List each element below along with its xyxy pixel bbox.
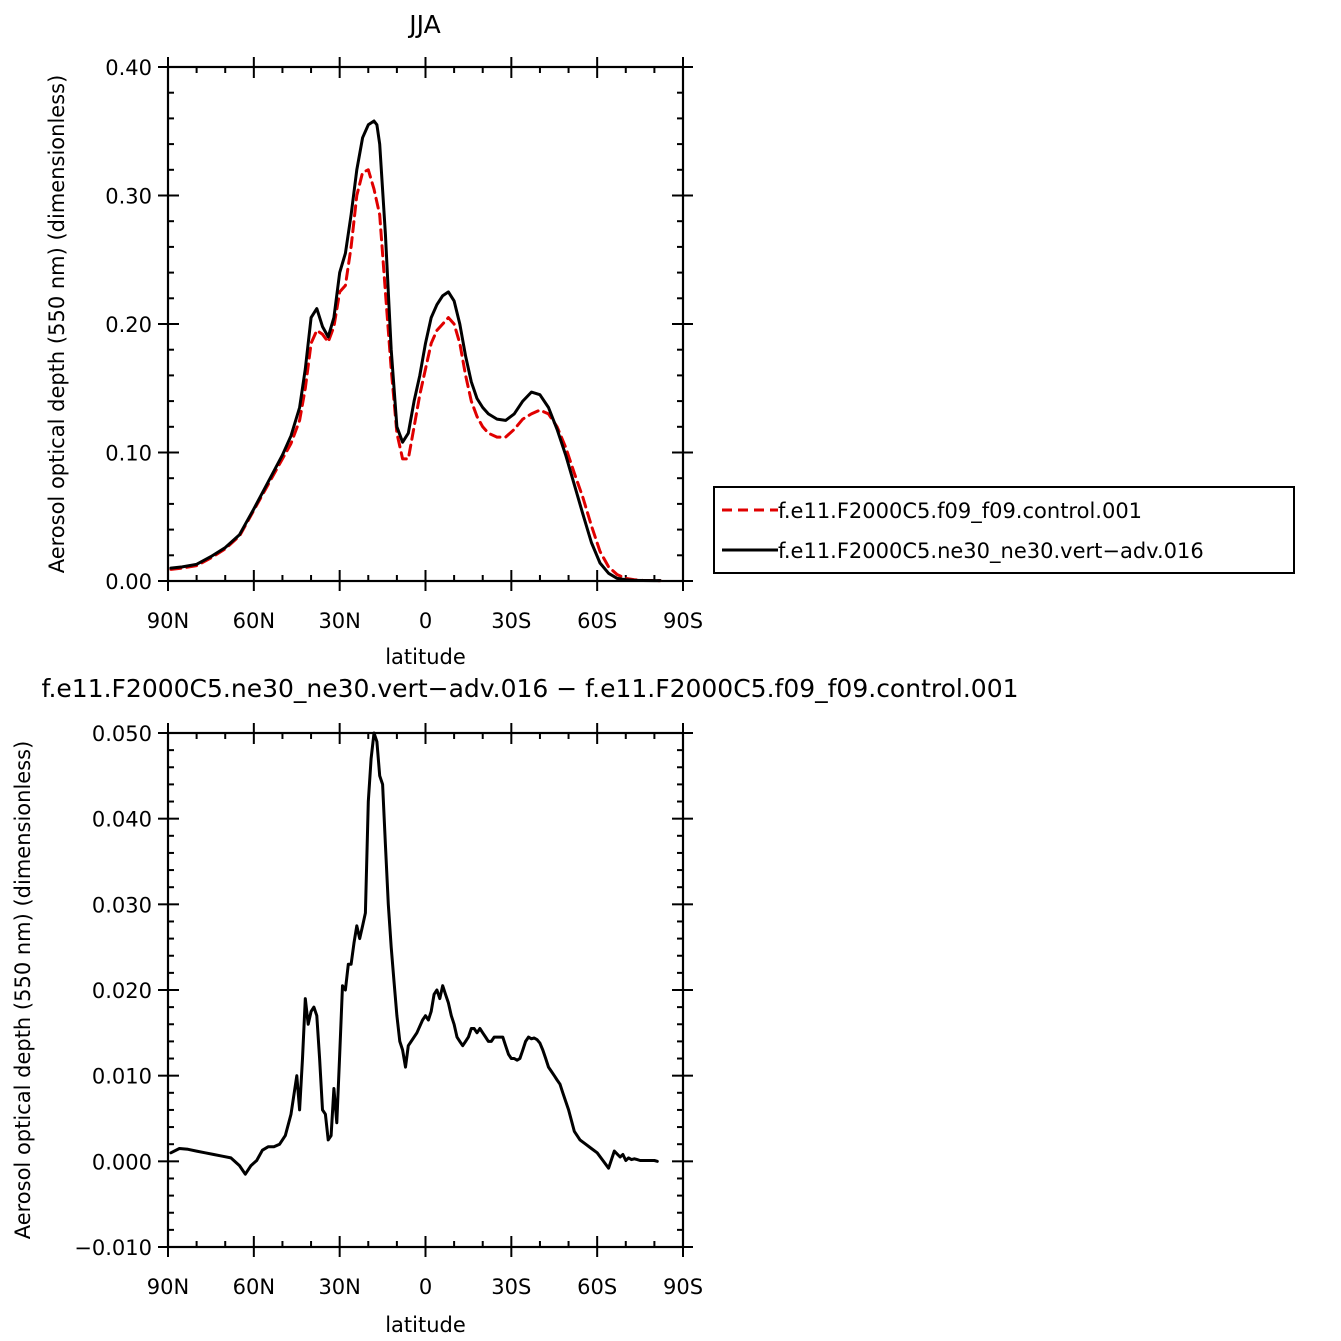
y-tick-label: 0.010: [92, 1065, 152, 1089]
x-tick-label: 90S: [663, 609, 703, 633]
plot-frame: [166, 731, 685, 1249]
x-tick-label: 90N: [147, 1275, 189, 1299]
y-tick-label: 0.00: [105, 570, 152, 594]
y-axis-label: Aerosol optical depth (550 nm) (dimensio…: [11, 741, 35, 1240]
y-tick-label: 0.050: [92, 722, 152, 746]
plot-top: JJA 90N 60N 30N 0 30S 60S 90S 0.00 0.10 0.20 0.30 0.…: [45, 10, 703, 669]
plot-title: f.e11.F2000C5.ne30_ne30.vert−adv.016 − f…: [41, 674, 1018, 703]
x-tick-label: 30N: [318, 1275, 360, 1299]
x-axis-label: latitude: [385, 1313, 466, 1337]
y-tick-label: 0.10: [105, 442, 152, 466]
x-tick-label: 30S: [491, 1275, 531, 1299]
y-tick-label: −0.010: [74, 1236, 152, 1260]
x-tick-label: 60N: [233, 609, 275, 633]
y-tick-label: 0.030: [92, 893, 152, 917]
x-tick-label: 90S: [663, 1275, 703, 1299]
x-tick-label: 0: [419, 609, 432, 633]
series-line-2: [169, 119, 662, 583]
x-tick-label: 90N: [147, 609, 189, 633]
plot-title: JJA: [407, 10, 440, 39]
y-tick-label: 0.40: [105, 56, 152, 80]
series-line-1: [169, 731, 659, 1176]
legend-box: [713, 486, 1295, 574]
plot-bottom: f.e11.F2000C5.ne30_ne30.vert−adv.016 − f…: [11, 674, 1019, 1337]
series-line-1: [169, 168, 662, 583]
x-tick-label: 60S: [577, 1275, 617, 1299]
y-tick-label: 0.000: [92, 1150, 152, 1174]
y-tick-label: 0.30: [105, 185, 152, 209]
x-tick-label: 30N: [318, 609, 360, 633]
y-axis-label: Aerosol optical depth (550 nm) (dimensio…: [45, 75, 69, 574]
y-tick-label: 0.020: [92, 979, 152, 1003]
legend-label-1: f.e11.F2000C5.f09_f09.control.001: [778, 499, 1142, 524]
x-tick-label: 30S: [491, 609, 531, 633]
x-tick-label: 60N: [233, 1275, 275, 1299]
x-tick-label: 60S: [577, 609, 617, 633]
x-axis-label: latitude: [385, 645, 466, 669]
x-tick-label: 0: [419, 1275, 432, 1299]
plot-frame: [166, 65, 685, 583]
y-tick-label: 0.040: [92, 808, 152, 832]
legend: f.e11.F2000C5.f09_f09.control.001 f.e11.F…: [713, 486, 1295, 574]
y-tick-label: 0.20: [105, 313, 152, 337]
legend-label-2: f.e11.F2000C5.ne30_ne30.vert−adv.016: [778, 539, 1204, 564]
